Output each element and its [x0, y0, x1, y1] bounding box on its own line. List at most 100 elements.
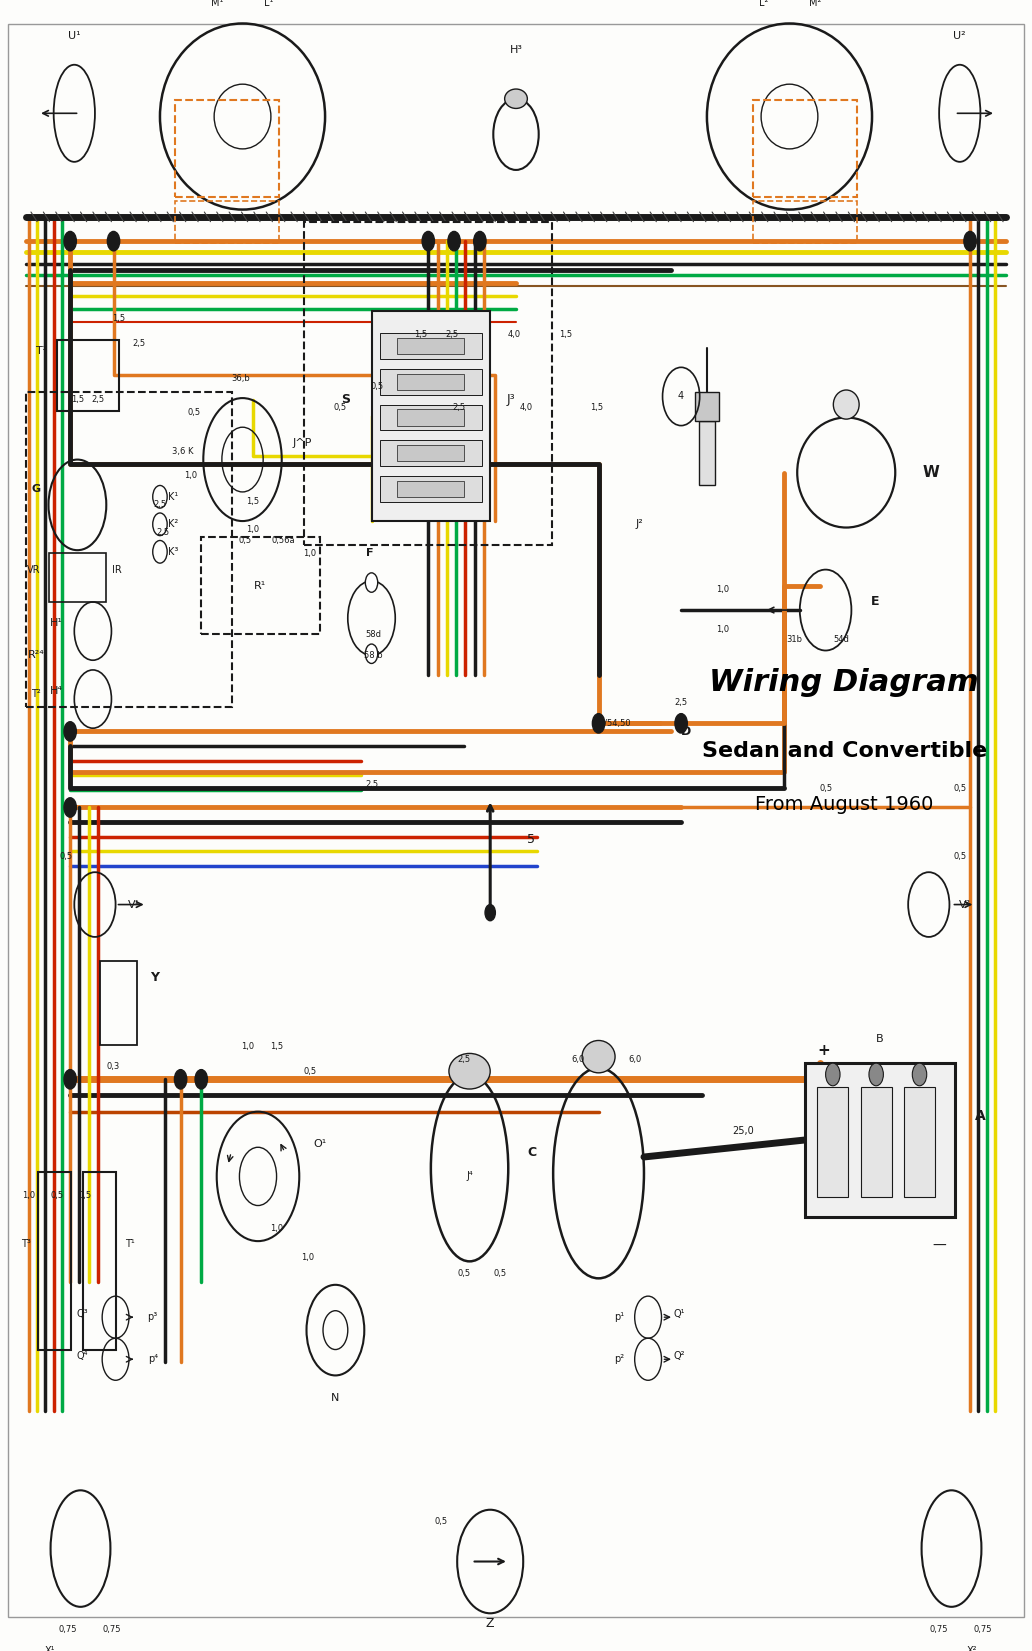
Text: 1,5/54,50: 1,5/54,50 [591, 718, 631, 728]
Text: 58d: 58d [365, 629, 382, 639]
Text: F: F [365, 548, 374, 558]
Text: V²: V² [959, 900, 971, 910]
Text: 1,5: 1,5 [590, 403, 603, 413]
Text: 0,5: 0,5 [494, 1270, 507, 1278]
Text: 0,5: 0,5 [954, 852, 966, 860]
Bar [26, 391, 232, 707]
Bar [904, 1088, 935, 1197]
Bar [695, 391, 719, 421]
Text: 0,5: 0,5 [51, 1192, 63, 1200]
Text: 2,5: 2,5 [458, 1055, 471, 1065]
Text: p¹: p¹ [614, 1313, 624, 1322]
Text: 2,5: 2,5 [365, 781, 378, 789]
Text: U¹: U¹ [68, 31, 80, 41]
Text: O¹: O¹ [314, 1139, 326, 1149]
Bar [397, 409, 464, 426]
Circle shape [592, 713, 605, 733]
Text: 0,5: 0,5 [434, 1517, 447, 1526]
Text: H¹: H¹ [51, 617, 63, 627]
Text: 36,b: 36,b [231, 375, 250, 383]
Text: S: S [342, 393, 350, 406]
Text: K¹: K¹ [168, 492, 179, 502]
Bar [753, 201, 857, 243]
Text: M¹: M¹ [211, 0, 223, 8]
Bar [38, 1172, 71, 1349]
Bar [861, 1088, 892, 1197]
Bar [380, 368, 482, 395]
Text: G: G [32, 484, 40, 494]
Bar [380, 404, 482, 431]
Text: J²: J² [636, 520, 644, 530]
Circle shape [912, 1063, 927, 1086]
Text: 0,75: 0,75 [102, 1625, 121, 1634]
Text: 0,5: 0,5 [188, 408, 200, 418]
Text: U²: U² [954, 31, 966, 41]
Text: 0,5: 0,5 [819, 784, 832, 792]
Text: 0,3: 0,3 [107, 1062, 120, 1071]
Circle shape [675, 713, 687, 733]
Text: 1,0: 1,0 [716, 584, 729, 593]
Bar [175, 201, 279, 243]
Text: 1,5: 1,5 [559, 330, 572, 340]
Text: 0,75: 0,75 [930, 1625, 948, 1634]
Bar [817, 1088, 848, 1197]
Circle shape [826, 1063, 840, 1086]
Text: 0,5: 0,5 [238, 537, 251, 545]
Text: 0,5: 0,5 [458, 1270, 471, 1278]
Text: 1,0: 1,0 [301, 1253, 314, 1261]
Text: J⁴: J⁴ [466, 1172, 473, 1182]
Text: Z: Z [486, 1616, 494, 1630]
Text: B: B [876, 1034, 883, 1043]
Bar [753, 101, 857, 198]
Text: Wiring Diagram: Wiring Diagram [709, 669, 979, 697]
Text: R²⁴: R²⁴ [28, 650, 44, 660]
Text: 0,5: 0,5 [334, 403, 347, 413]
Circle shape [869, 1063, 883, 1086]
Bar [175, 101, 279, 198]
Text: 1,0: 1,0 [241, 1042, 254, 1052]
Text: 4,0: 4,0 [520, 403, 533, 413]
Text: Q³: Q³ [76, 1309, 89, 1319]
Text: 1,0: 1,0 [23, 1192, 35, 1200]
Text: 4,0: 4,0 [508, 330, 520, 340]
Circle shape [174, 1070, 187, 1090]
Circle shape [365, 644, 378, 664]
Bar [805, 1063, 955, 1217]
Text: T¹: T¹ [125, 1240, 135, 1250]
Circle shape [474, 231, 486, 251]
Text: W: W [923, 466, 939, 480]
Text: L²: L² [759, 0, 769, 8]
Text: 3,6 K: 3,6 K [172, 447, 193, 456]
Text: 0,75: 0,75 [973, 1625, 992, 1634]
Text: K²: K² [168, 520, 179, 530]
Circle shape [64, 1070, 76, 1090]
Text: T²: T² [31, 688, 41, 700]
Text: L¹: L¹ [263, 0, 273, 8]
Bar [380, 475, 482, 502]
Text: Q⁴: Q⁴ [76, 1351, 89, 1360]
Bar [699, 421, 715, 485]
Text: 5: 5 [527, 834, 536, 847]
Ellipse shape [505, 89, 527, 109]
Text: C: C [527, 1146, 536, 1159]
Text: V¹: V¹ [128, 900, 140, 910]
Text: T³: T³ [21, 1240, 31, 1250]
Bar [380, 441, 482, 466]
Text: 2,5: 2,5 [157, 528, 169, 537]
Bar [397, 338, 464, 355]
Text: 0,5: 0,5 [303, 1067, 316, 1076]
Text: D: D [681, 725, 691, 738]
Text: 31b: 31b [786, 634, 803, 644]
Text: 1,5: 1,5 [270, 1042, 283, 1052]
Bar [100, 961, 137, 1045]
Text: 2,5: 2,5 [133, 338, 146, 348]
Text: H⁴: H⁴ [51, 685, 63, 697]
Text: Y: Y [151, 971, 159, 984]
Bar [372, 310, 490, 522]
Text: R¹: R¹ [254, 581, 266, 591]
Bar [57, 340, 119, 411]
Text: From August 1960: From August 1960 [755, 794, 933, 814]
Text: Q²: Q² [673, 1351, 685, 1360]
Text: X²: X² [967, 1646, 977, 1651]
Text: 1,5: 1,5 [415, 330, 427, 340]
